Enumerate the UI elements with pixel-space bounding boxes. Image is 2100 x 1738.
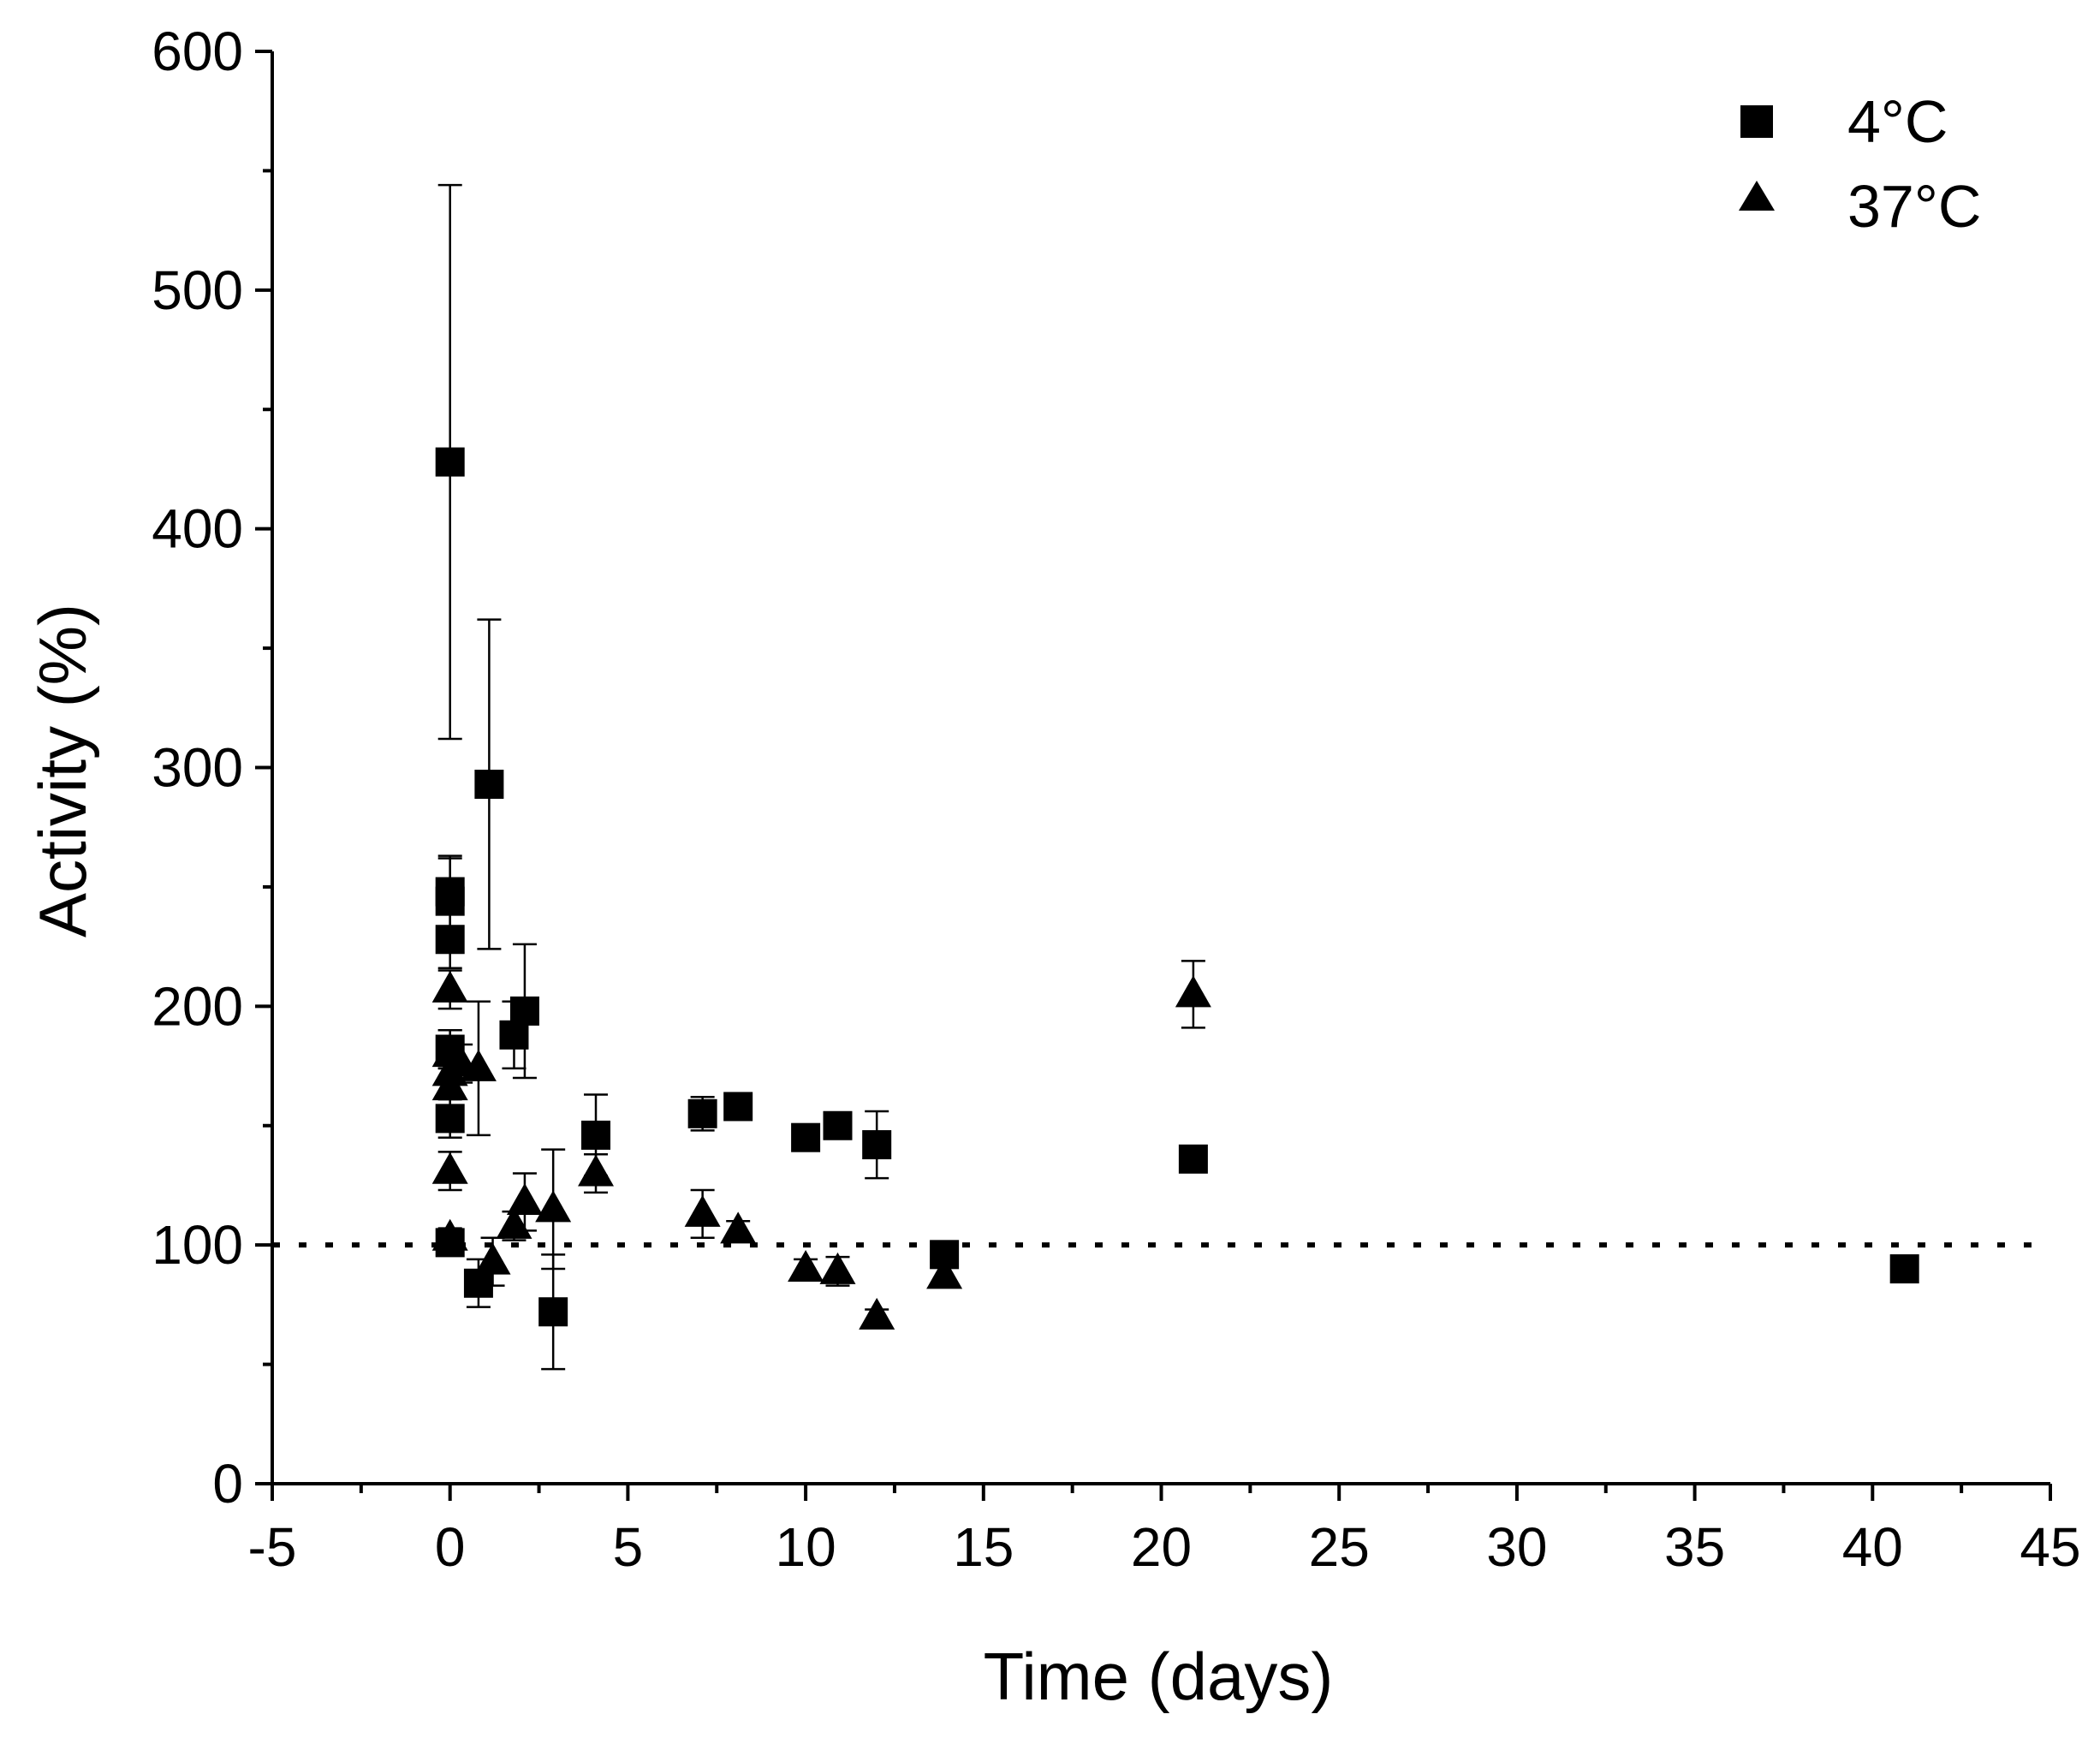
x-tick-label: 30 (1486, 1516, 1547, 1578)
legend: 4°C 37°C (1739, 88, 1981, 240)
legend-marker-37c (1739, 181, 1775, 211)
data-point-4c (435, 447, 465, 477)
x-tick-label: 5 (613, 1516, 644, 1578)
legend-marker-4c (1740, 105, 1773, 138)
data-point-37c (496, 1206, 532, 1239)
legend-label-4c: 4°C (1847, 88, 1948, 155)
data-point-4c (862, 1130, 892, 1160)
data-point-37c (788, 1250, 824, 1283)
data-point-4c (823, 1110, 853, 1140)
data-point-37c (859, 1297, 895, 1330)
y-tick-label: 0 (212, 1453, 243, 1515)
data-point-4c (1889, 1254, 1919, 1284)
y-tick-label: 100 (152, 1214, 243, 1276)
data-point-37c (431, 970, 468, 1003)
y-tick-label: 300 (152, 737, 243, 799)
data-point-37c (535, 1190, 572, 1223)
data-point-4c (791, 1122, 821, 1152)
x-tick-label: 20 (1131, 1516, 1192, 1578)
data-point-37c (926, 1257, 963, 1289)
data-point-37c (578, 1154, 615, 1187)
data-point-4c (435, 1104, 465, 1134)
data-point-4c (474, 770, 504, 800)
data-point-37c (819, 1252, 856, 1284)
y-tick-label: 200 (152, 975, 243, 1037)
data-point-37c (684, 1194, 721, 1227)
legend-label-37c: 37°C (1847, 173, 1981, 240)
error-bar-layer (437, 183, 1917, 1371)
data-point-37c (431, 1068, 468, 1101)
data-point-4c (509, 996, 539, 1026)
x-tick-label: 25 (1309, 1516, 1370, 1578)
data-point-37c (474, 1242, 511, 1275)
data-point-37c (460, 1049, 497, 1081)
x-axis-title: Time (days) (984, 1639, 1334, 1714)
data-point-37c (431, 1218, 468, 1251)
y-axis-title: Activity (%) (25, 604, 100, 937)
data-point-4c (581, 1120, 611, 1150)
data-point-4c (538, 1297, 568, 1327)
y-tick-label: 400 (152, 498, 243, 560)
y-tick-label: 500 (152, 259, 243, 321)
x-tick-label: 35 (1664, 1516, 1725, 1578)
x-tick-label: 45 (2020, 1516, 2080, 1578)
data-point-4c (435, 886, 465, 916)
x-tick-label: 15 (953, 1516, 1014, 1578)
data-point-4c (435, 925, 465, 955)
data-point-37c (506, 1182, 543, 1215)
data-point-4c (723, 1092, 753, 1122)
marker-layer (431, 447, 1919, 1330)
y-tick-label: 600 (152, 21, 243, 82)
x-tick-label: -5 (248, 1516, 297, 1578)
x-tick-label: 40 (1842, 1516, 1903, 1578)
data-point-4c (1178, 1144, 1208, 1174)
data-point-37c (720, 1211, 757, 1244)
x-tick-label: 10 (776, 1516, 836, 1578)
data-point-4c (687, 1098, 717, 1128)
x-tick-label: 0 (435, 1516, 466, 1578)
data-point-37c (431, 1152, 468, 1184)
data-point-37c (1175, 975, 1211, 1008)
